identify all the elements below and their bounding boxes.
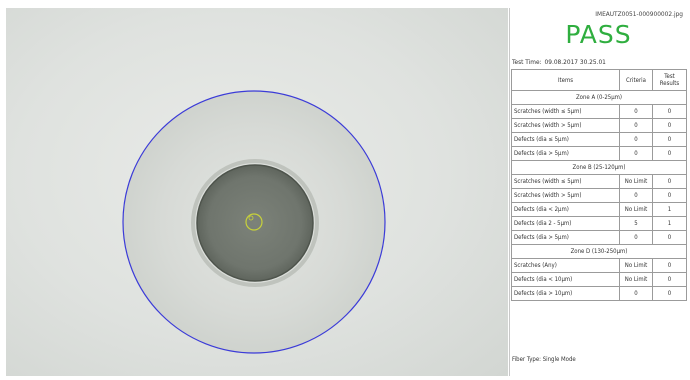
image-filename: IMEAUTZ0051-000900002.jpg (595, 10, 683, 18)
zone-boundary-circle (122, 90, 386, 354)
table-row: Scratches (width ≤ 5µm) 0 0 (511, 104, 687, 119)
header-items: Items (511, 69, 620, 91)
fiber-endface-image (6, 8, 508, 376)
inspection-results-table: Items Criteria Test Results Zone A (0-25… (511, 69, 687, 301)
endface-overlay (122, 90, 386, 354)
inspection-report-panel: IMEAUTZ0051-000900002.jpg PASS Test Time… (509, 8, 687, 376)
core-center-marker (245, 213, 263, 231)
header-test-results: Test Results (652, 69, 687, 91)
test-time-value: 09.08.2017 30.25.01 (544, 58, 606, 66)
table-row: Defects (dia > 5µm) 0 0 (511, 230, 687, 245)
core-center-dot (248, 215, 254, 221)
table-row: Defects (dia > 10µm) 0 0 (511, 286, 687, 301)
table-row: Scratches (width > 5µm) 0 0 (511, 118, 687, 133)
zone-b-header: Zone B (25-120µm) (511, 160, 687, 175)
fiber-type-label: Fiber Type: Single Mode (512, 356, 576, 363)
test-time: Test Time: 09.08.2017 30.25.01 (512, 58, 609, 66)
zone-d-header: Zone D (130-250µm) (511, 244, 687, 259)
table-row: Defects (dia < 2µm) No Limit 1 (511, 202, 687, 217)
table-row: Defects (dia ≤ 5µm) 0 0 (511, 132, 687, 147)
fiber-core-region (196, 164, 314, 282)
table-header-row: Items Criteria Test Results (511, 69, 687, 91)
table-row: Scratches (width ≤ 5µm) No Limit 0 (511, 174, 687, 189)
test-time-label: Test Time: (512, 58, 542, 66)
core-halo (191, 159, 319, 287)
table-row: Defects (dia > 5µm) 0 0 (511, 146, 687, 161)
header-criteria: Criteria (619, 69, 653, 91)
table-row: Scratches (Any) No Limit 0 (511, 258, 687, 273)
table-row: Defects (dia < 10µm) No Limit 0 (511, 272, 687, 287)
pass-result-label: PASS (565, 20, 632, 49)
table-row: Scratches (width > 5µm) 0 0 (511, 188, 687, 203)
zone-a-header: Zone A (0-25µm) (511, 90, 687, 105)
table-row: Defects (dia 2 - 5µm) 5 1 (511, 216, 687, 231)
